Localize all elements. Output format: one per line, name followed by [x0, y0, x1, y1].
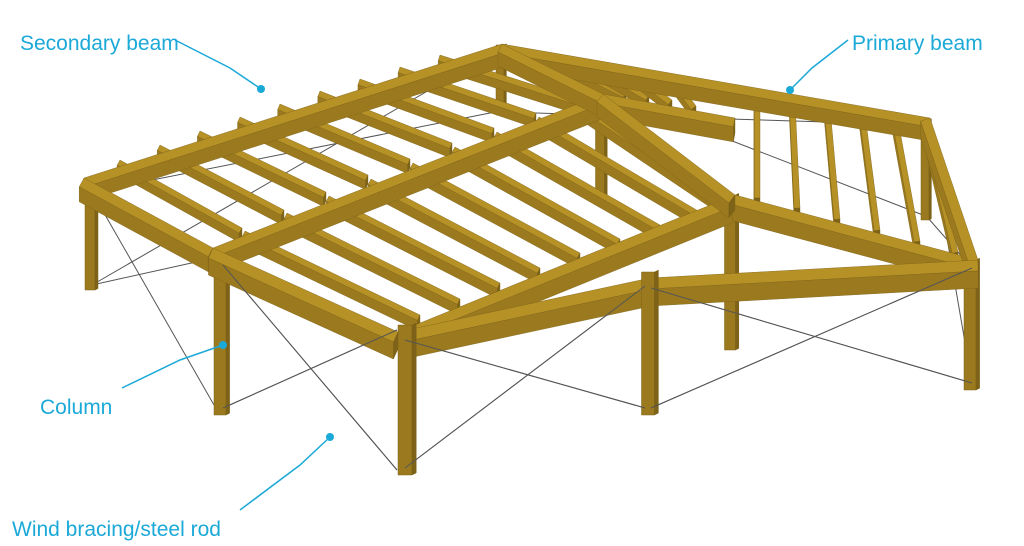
steel-frame-diagram — [0, 0, 1024, 546]
